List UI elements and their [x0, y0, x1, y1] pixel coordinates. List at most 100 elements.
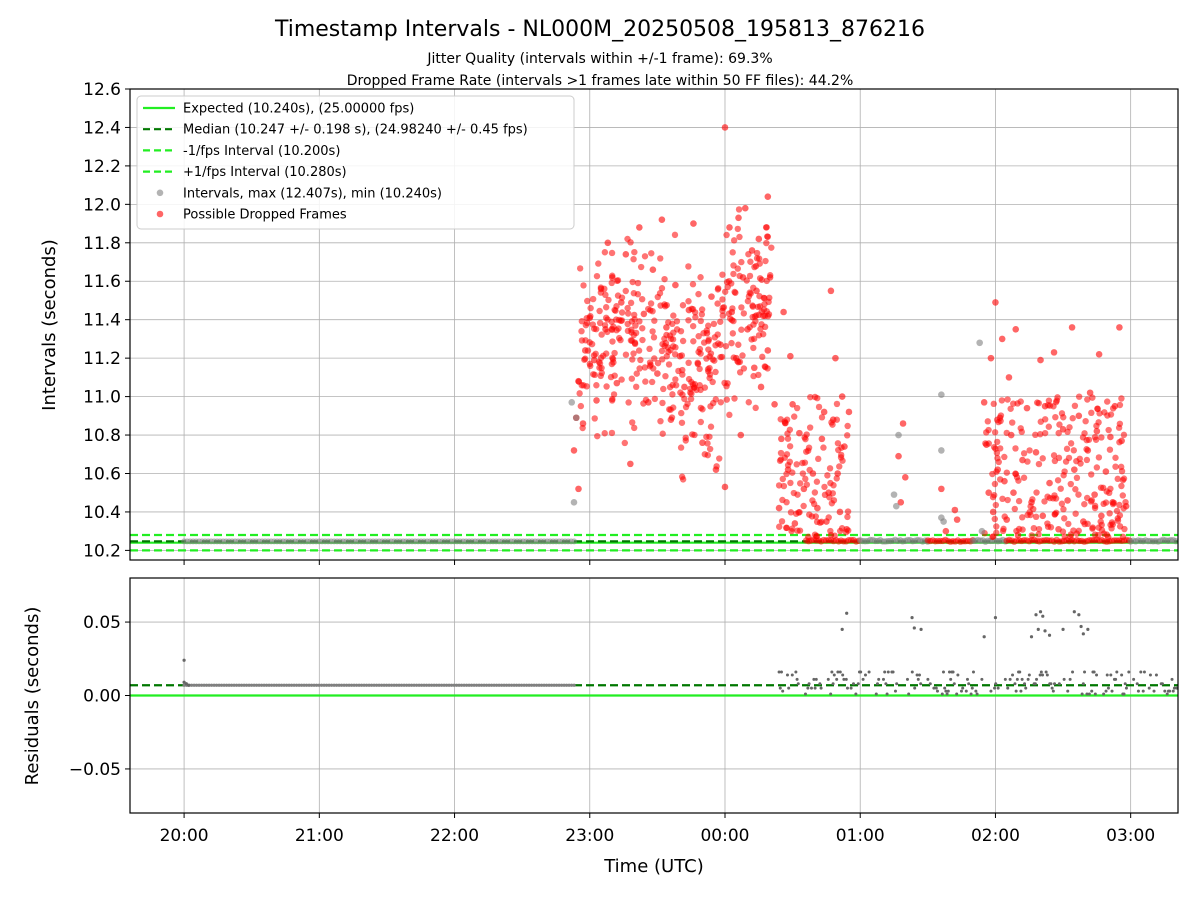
residual-point	[239, 683, 244, 687]
residual-point	[1020, 677, 1024, 681]
dropped-frame-point	[776, 523, 783, 530]
residual-point	[304, 683, 309, 687]
dropped-frame-point	[844, 432, 851, 439]
residual-point	[299, 683, 304, 687]
dropped-frame-point	[603, 383, 610, 390]
residual-point	[1080, 692, 1084, 696]
residual-point	[809, 686, 813, 690]
residual-point	[1033, 682, 1037, 686]
dropped-frame-point	[1096, 410, 1103, 417]
residual-point	[1027, 673, 1031, 677]
dropped-frame-point	[824, 472, 831, 479]
dropped-frame-point	[608, 249, 616, 257]
dropped-frame-point	[685, 359, 692, 367]
bottom-panel-y-ticks: −0.05 0.00 0.05	[69, 613, 130, 780]
residual-point	[946, 689, 950, 693]
residual-point	[1141, 689, 1145, 693]
residual-point	[224, 683, 229, 687]
residual-point	[1023, 682, 1027, 686]
dropped-frame-point	[1109, 499, 1116, 506]
interval-point	[1172, 537, 1178, 545]
residual-point	[539, 683, 544, 687]
residual-point	[910, 616, 914, 620]
dropped-frame-point	[1020, 450, 1028, 457]
dropped-frame-point	[717, 353, 724, 361]
dropped-frame-point	[844, 513, 851, 521]
residual-point	[778, 686, 782, 690]
residual-point	[915, 673, 919, 677]
residual-point	[1110, 689, 1114, 693]
dropped-frame-point	[596, 307, 603, 315]
dropped-frame-point	[669, 381, 676, 389]
residual-point	[422, 683, 426, 687]
residual-point	[344, 683, 349, 687]
dropped-frame-point	[775, 482, 783, 489]
top-y-tick-label-3: 10.8	[83, 426, 121, 446]
dropped-frame-point	[1116, 324, 1123, 331]
residual-point	[399, 683, 404, 687]
residual-point	[845, 686, 849, 690]
dropped-frame-point	[1106, 510, 1113, 517]
residual-point	[961, 686, 965, 690]
residual-point	[1041, 673, 1045, 677]
dropped-frame-point	[750, 372, 757, 380]
residual-point	[1018, 670, 1022, 674]
dropped-frame-point	[698, 306, 706, 313]
residual-point	[437, 683, 441, 687]
dropped-frame-point	[589, 295, 597, 303]
residual-point	[462, 683, 466, 687]
dropped-frame-point	[639, 325, 646, 332]
residual-point	[916, 677, 920, 681]
dropped-frame-point	[695, 290, 702, 298]
residual-point	[1127, 670, 1131, 674]
residual-point	[1160, 682, 1164, 686]
dropped-frame-point	[614, 292, 622, 299]
dropped-frame-point	[672, 281, 679, 289]
dropped-frame-point	[1052, 413, 1059, 421]
residual-point	[969, 692, 973, 696]
dropped-frame-point	[1052, 495, 1060, 502]
dropped-frame-point	[663, 324, 670, 331]
dropped-frame-point	[701, 384, 709, 391]
residual-point	[259, 683, 264, 687]
residual-point	[779, 670, 783, 674]
dropped-frame-point	[627, 460, 634, 468]
residual-point	[444, 683, 449, 687]
dropped-frame-point	[1070, 527, 1077, 534]
dropped-frame-point	[737, 431, 745, 439]
dropped-frame-point	[776, 457, 784, 464]
dropped-frame-point	[989, 508, 997, 516]
dropped-frame-point	[828, 500, 836, 507]
dropped-frame-point	[685, 306, 693, 314]
dropped-frame-point	[731, 288, 738, 296]
residual-point	[1057, 682, 1061, 686]
residual-point	[1068, 677, 1072, 681]
dropped-frame-point	[661, 275, 668, 283]
dropped-frame-point	[690, 338, 697, 345]
top-y-tick-label-10: 12.2	[83, 157, 121, 177]
dropped-frame-point	[707, 423, 715, 430]
residual-point	[387, 683, 391, 687]
dropped-frame-point	[650, 334, 658, 341]
residual-point	[314, 683, 319, 687]
residual-point	[354, 683, 359, 687]
legend-marker-5	[156, 210, 164, 218]
dropped-frame-point	[728, 339, 735, 347]
residual-point	[1013, 682, 1017, 686]
dropped-frame-point	[820, 408, 828, 416]
dropped-frame-point	[1063, 445, 1071, 453]
dropped-frame-point	[938, 485, 945, 493]
dropped-frame-point	[1039, 455, 1046, 462]
dropped-frame-point	[729, 249, 736, 256]
dropped-frame-point	[760, 294, 768, 302]
dropped-frame-point	[706, 353, 713, 360]
dropped-frame-point	[1032, 513, 1040, 521]
residual-point	[184, 682, 188, 686]
dropped-frame-point	[1067, 440, 1075, 447]
residual-point	[284, 683, 289, 687]
dropped-frame-point	[1012, 326, 1020, 333]
dropped-frame-point	[711, 357, 718, 364]
dropped-frame-point	[1105, 426, 1112, 434]
dropped-frame-point	[1113, 507, 1121, 515]
residual-point	[562, 683, 566, 687]
